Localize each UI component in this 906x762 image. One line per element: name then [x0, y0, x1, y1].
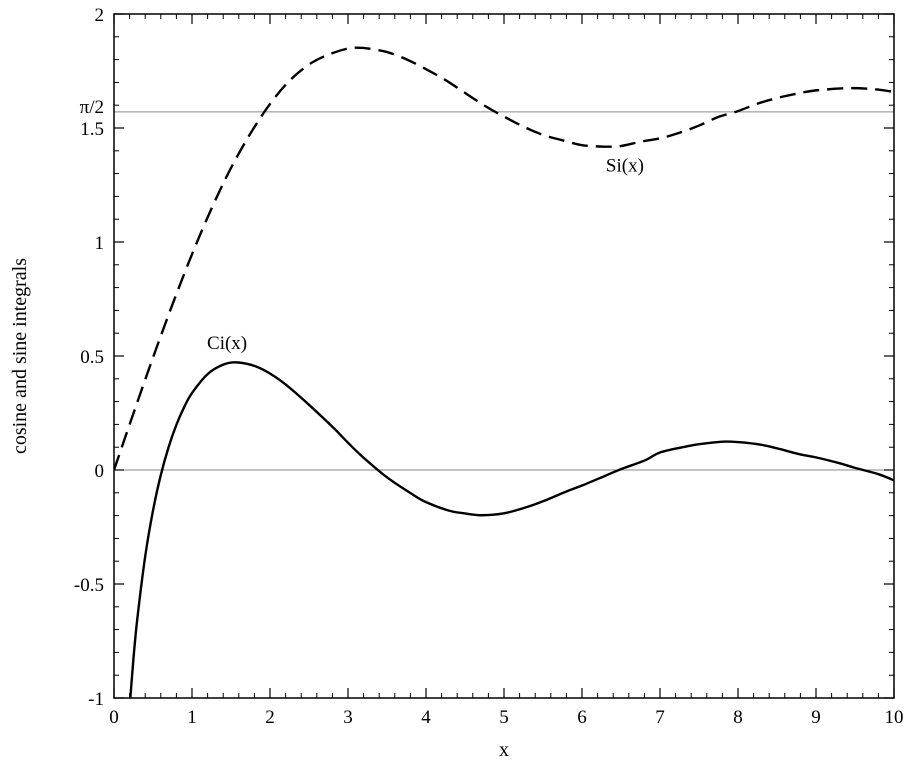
ticks-layer — [113, 13, 895, 699]
x-tick-label: 0 — [109, 707, 119, 728]
x-tick-label: 9 — [811, 707, 821, 728]
series-line-six — [114, 46, 894, 471]
y-tick-label: 1.5 — [80, 119, 104, 140]
labels-layer: π/2 0 1 2 3 4 5 6 7 8 9 10 -1 -0.5 0 0.5 1 1.5 2 Ci(x) Si(x) — [74, 5, 904, 728]
y-tick-label: 2 — [95, 5, 105, 26]
y-tick-label: 0.5 — [80, 347, 104, 368]
series-layer — [114, 46, 894, 698]
y-tick-label: 0 — [95, 461, 105, 482]
y-axis-label: cosine and sine integrals — [9, 258, 31, 454]
y-tick-label: -0.5 — [74, 575, 104, 596]
x-tick-label: 6 — [577, 707, 587, 728]
x-axis-label: x — [499, 739, 509, 761]
series-line-cix — [129, 361, 894, 698]
x-tick-label: 5 — [499, 707, 509, 728]
series-annotation: Ci(x) — [207, 333, 247, 354]
x-tick-label: 3 — [343, 707, 353, 728]
series-annotation: Si(x) — [606, 155, 644, 176]
y-tick-label: 1 — [95, 233, 105, 254]
plot-frame — [113, 13, 895, 699]
x-tick-label: 2 — [265, 707, 275, 728]
reference-lines — [114, 111, 894, 471]
x-tick-label: 8 — [733, 707, 743, 728]
reference-line-label: π/2 — [80, 97, 104, 118]
y-tick-label: -1 — [88, 689, 104, 710]
x-tick-label: 1 — [187, 707, 197, 728]
x-tick-label: 4 — [421, 707, 431, 728]
x-tick-label: 7 — [655, 707, 665, 728]
x-tick-label: 10 — [885, 707, 904, 728]
